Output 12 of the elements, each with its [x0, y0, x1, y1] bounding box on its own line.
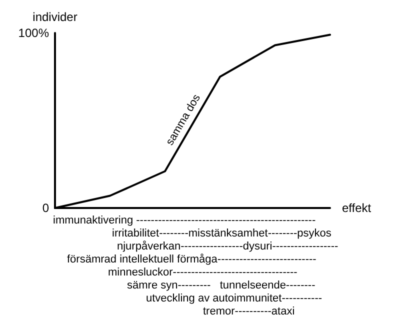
text: tremor----------ataxi	[203, 306, 295, 318]
x-axis-title: effekt	[342, 201, 372, 215]
text: irritabilitet--------misstänksamhet--------psykos	[112, 228, 332, 240]
y-tick-label: 100%	[18, 26, 50, 40]
y-axis-title: individer	[32, 10, 78, 24]
text: utveckling av autoimmunitet-----------	[146, 292, 322, 304]
text: immunaktivering -------------------------------------------------	[53, 214, 316, 226]
text: minnesluckor----------------------------------	[108, 266, 298, 278]
text: sämre syn--------- tunnelseende--------	[127, 280, 316, 292]
text: försämrad intellektuell förmåga---------------------------	[67, 254, 317, 266]
y-tick-label: 0	[42, 201, 50, 215]
text: njurpåverkan-----------------dysuri------------------	[117, 240, 338, 252]
